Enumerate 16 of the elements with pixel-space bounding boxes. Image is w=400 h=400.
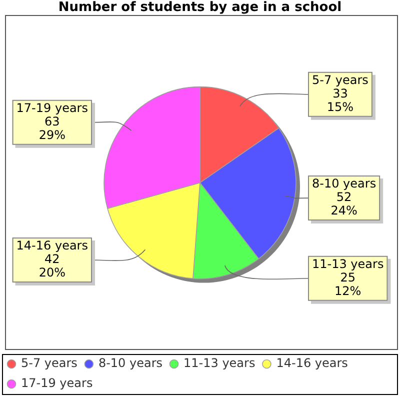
slice-label: 8-10 years	[312, 176, 376, 191]
data-label: 25 12%	[334, 270, 362, 298]
legend-label: 8-10 years	[98, 356, 163, 370]
slice-label: 11-13 years	[312, 257, 384, 272]
data-label: 52 24%	[330, 190, 358, 218]
chart-title: Number of students by age in a school	[58, 0, 342, 16]
legend-label: 11-13 years	[184, 356, 256, 370]
slice-label: 17-19 years	[16, 100, 88, 115]
data-label: 33 15%	[326, 86, 354, 114]
legend-label: 14-16 years	[276, 356, 348, 370]
data-label: 42 20%	[38, 252, 66, 280]
slice-label: 14-16 years	[16, 238, 88, 253]
legend-label: 17-19 years	[21, 376, 93, 390]
slice-label: 5-7 years	[312, 72, 368, 87]
legend-label: 5-7 years	[21, 356, 78, 370]
data-label: 63 29%	[38, 114, 66, 142]
